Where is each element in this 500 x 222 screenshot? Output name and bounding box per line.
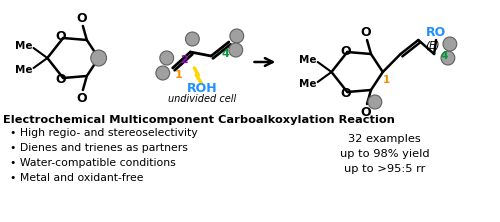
Text: O: O: [360, 105, 372, 119]
Circle shape: [160, 51, 173, 65]
Text: up to 98% yield: up to 98% yield: [340, 149, 430, 159]
Text: (E): (E): [425, 41, 440, 51]
Circle shape: [91, 50, 106, 66]
Text: 2: 2: [180, 55, 188, 65]
Text: Me: Me: [299, 79, 316, 89]
Text: RO: RO: [426, 26, 446, 38]
Text: • High regio- and stereoselectivity: • High regio- and stereoselectivity: [10, 128, 198, 138]
Text: O: O: [76, 12, 87, 24]
Circle shape: [156, 66, 170, 80]
Text: Me: Me: [15, 41, 32, 51]
Text: • Dienes and trienes as partners: • Dienes and trienes as partners: [10, 143, 188, 153]
Text: Electrochemical Multicomponent Carboalkoxylation Reaction: Electrochemical Multicomponent Carboalko…: [3, 115, 395, 125]
Text: 4: 4: [440, 51, 448, 61]
Text: Me: Me: [15, 65, 32, 75]
Text: • Water-compatible conditions: • Water-compatible conditions: [10, 158, 175, 168]
Circle shape: [441, 51, 455, 65]
Text: 32 examples: 32 examples: [348, 134, 421, 144]
Text: O: O: [56, 30, 66, 44]
Circle shape: [368, 95, 382, 109]
Text: O: O: [340, 44, 350, 57]
Text: up to >95:5 rr: up to >95:5 rr: [344, 164, 426, 174]
Circle shape: [186, 32, 200, 46]
Text: • Metal and oxidant-free: • Metal and oxidant-free: [10, 173, 143, 183]
Text: O: O: [76, 91, 87, 105]
Circle shape: [229, 43, 242, 57]
Text: 1: 1: [383, 75, 390, 85]
Text: Me: Me: [299, 55, 316, 65]
Text: ROH: ROH: [187, 81, 218, 95]
Text: O: O: [56, 73, 66, 85]
Circle shape: [443, 37, 457, 51]
Text: undivided cell: undivided cell: [168, 94, 236, 104]
Text: 4: 4: [222, 49, 230, 59]
Text: 1: 1: [174, 70, 182, 80]
Text: O: O: [340, 87, 350, 99]
Text: O: O: [360, 26, 372, 38]
Circle shape: [230, 29, 243, 43]
